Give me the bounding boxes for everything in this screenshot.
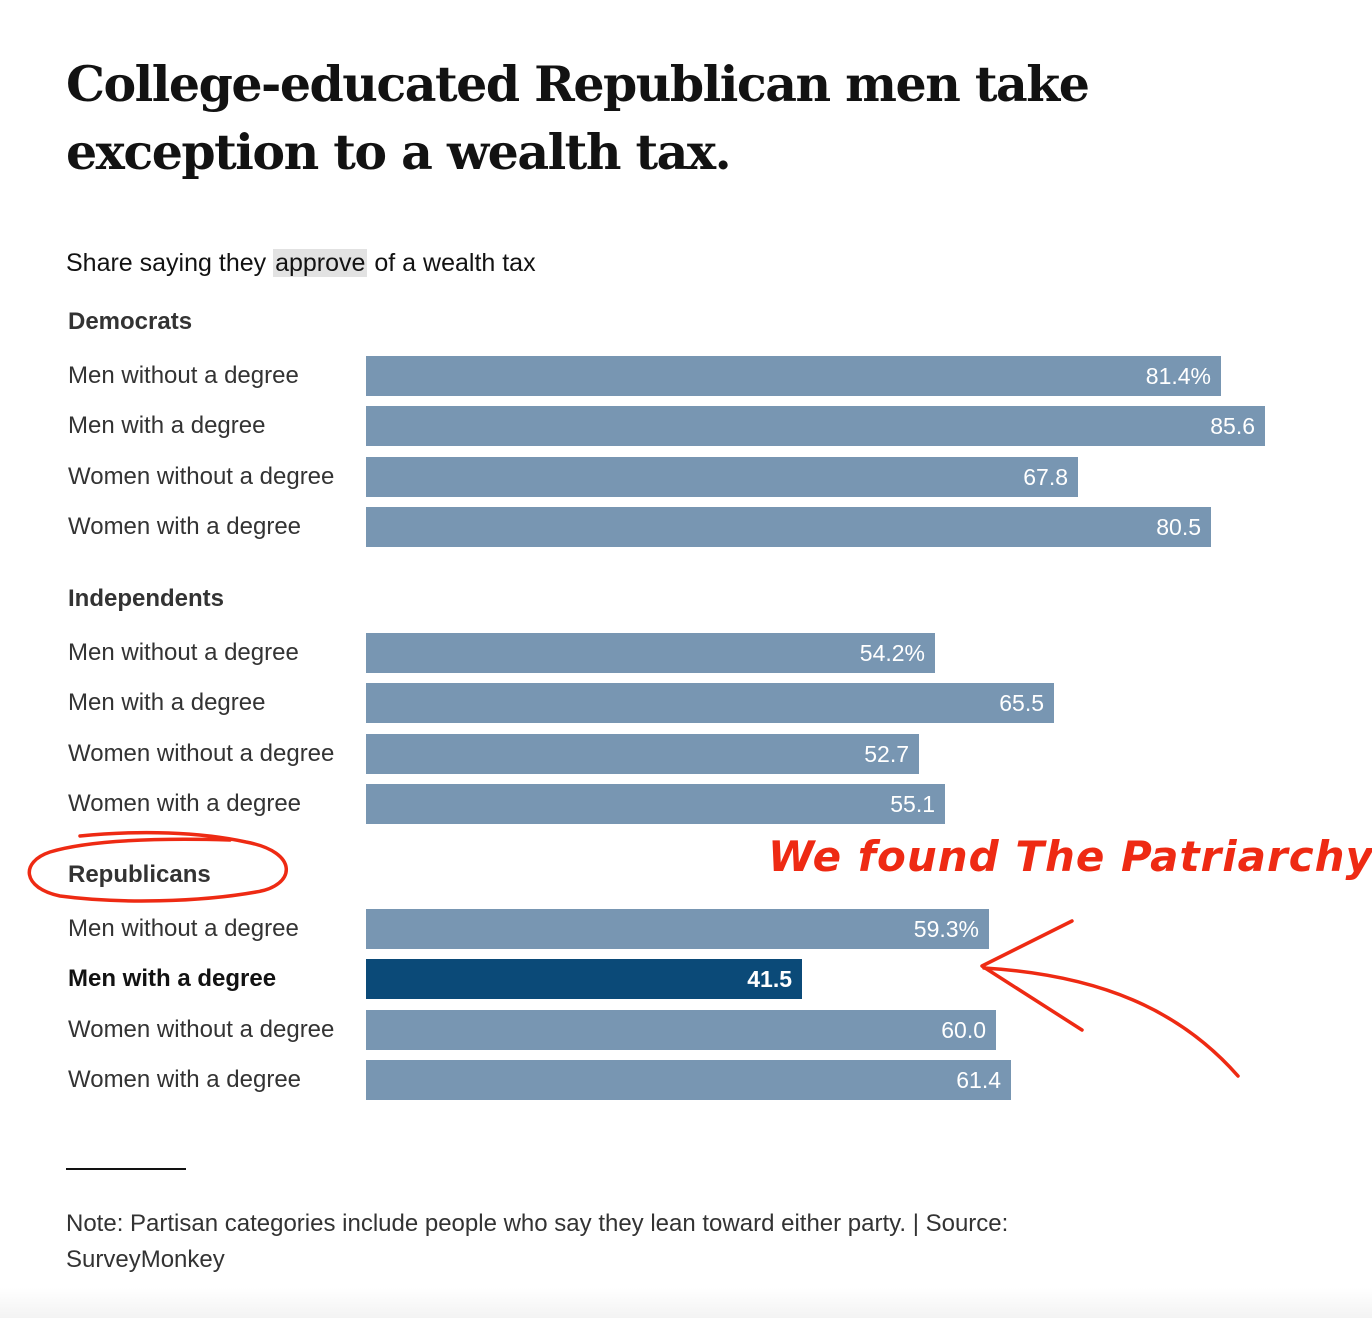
row-label: Men with a degree — [68, 412, 266, 440]
bar-value-label: 41.5 — [747, 966, 792, 993]
row-label: Men without a degree — [68, 362, 299, 389]
bar: 81.4% — [366, 356, 1221, 396]
subtitle-after: of a wealth tax — [367, 249, 536, 277]
bar: 59.3% — [366, 909, 989, 949]
group-title-democrats: Democrats — [68, 308, 193, 335]
bar-value-label: 55.1 — [890, 790, 935, 817]
bar: 54.2% — [366, 633, 935, 673]
bar-value-label: 61.4 — [956, 1066, 1001, 1093]
row-label: Women without a degree — [68, 462, 335, 490]
footnote-divider — [66, 1168, 186, 1170]
bar: 61.4 — [366, 1059, 1011, 1100]
bar: 80.5 — [366, 506, 1211, 547]
bar-value-label: 60.0 — [941, 1016, 986, 1043]
bar: 52.7 — [366, 733, 919, 774]
subtitle-highlight: approve — [273, 249, 368, 277]
row-label: Men with a degree — [68, 689, 266, 717]
row-label: Women with a degree — [68, 1065, 302, 1093]
bar: 67.8 — [366, 456, 1078, 497]
row-label: Women without a degree — [68, 1015, 335, 1043]
row-label: Women with a degree — [68, 789, 302, 817]
bar-value-label: 65.5 — [999, 690, 1044, 717]
bar: 65.5 — [366, 683, 1054, 724]
chart-subtitle: Share saying they approve of a wealth ta… — [66, 246, 536, 280]
bar: 55.1 — [366, 783, 945, 824]
bar-value-label: 81.4% — [1145, 363, 1211, 389]
page-title: College-educated Republican men take exc… — [66, 55, 1090, 181]
group-title-republicans: Republicans — [68, 861, 211, 888]
annotation-text: We found The Patriarchy — [768, 832, 1372, 881]
row-label: Men with a degree — [68, 965, 277, 993]
bar: 41.5 — [366, 959, 802, 1000]
bar-value-label: 52.7 — [864, 740, 909, 767]
page-bottom-fade — [0, 1288, 1372, 1318]
row-label: Men without a degree — [68, 639, 299, 666]
bar-value-label: 85.6 — [1210, 413, 1255, 440]
row-label: Men without a degree — [68, 915, 299, 942]
row-label: Women without a degree — [68, 739, 335, 767]
bar-value-label: 54.2% — [859, 640, 925, 666]
source-note: Note: Partisan categories include people… — [66, 1210, 1009, 1273]
subtitle-before: Share saying they — [66, 249, 274, 277]
group-title-independents: Independents — [68, 585, 225, 612]
bar-value-label: 80.5 — [1156, 513, 1201, 540]
bar: 85.6 — [366, 406, 1265, 447]
row-label: Women with a degree — [68, 512, 302, 540]
bar-value-label: 67.8 — [1023, 463, 1068, 490]
bar: 60.0 — [366, 1009, 996, 1050]
bar-value-label: 59.3% — [913, 916, 979, 942]
